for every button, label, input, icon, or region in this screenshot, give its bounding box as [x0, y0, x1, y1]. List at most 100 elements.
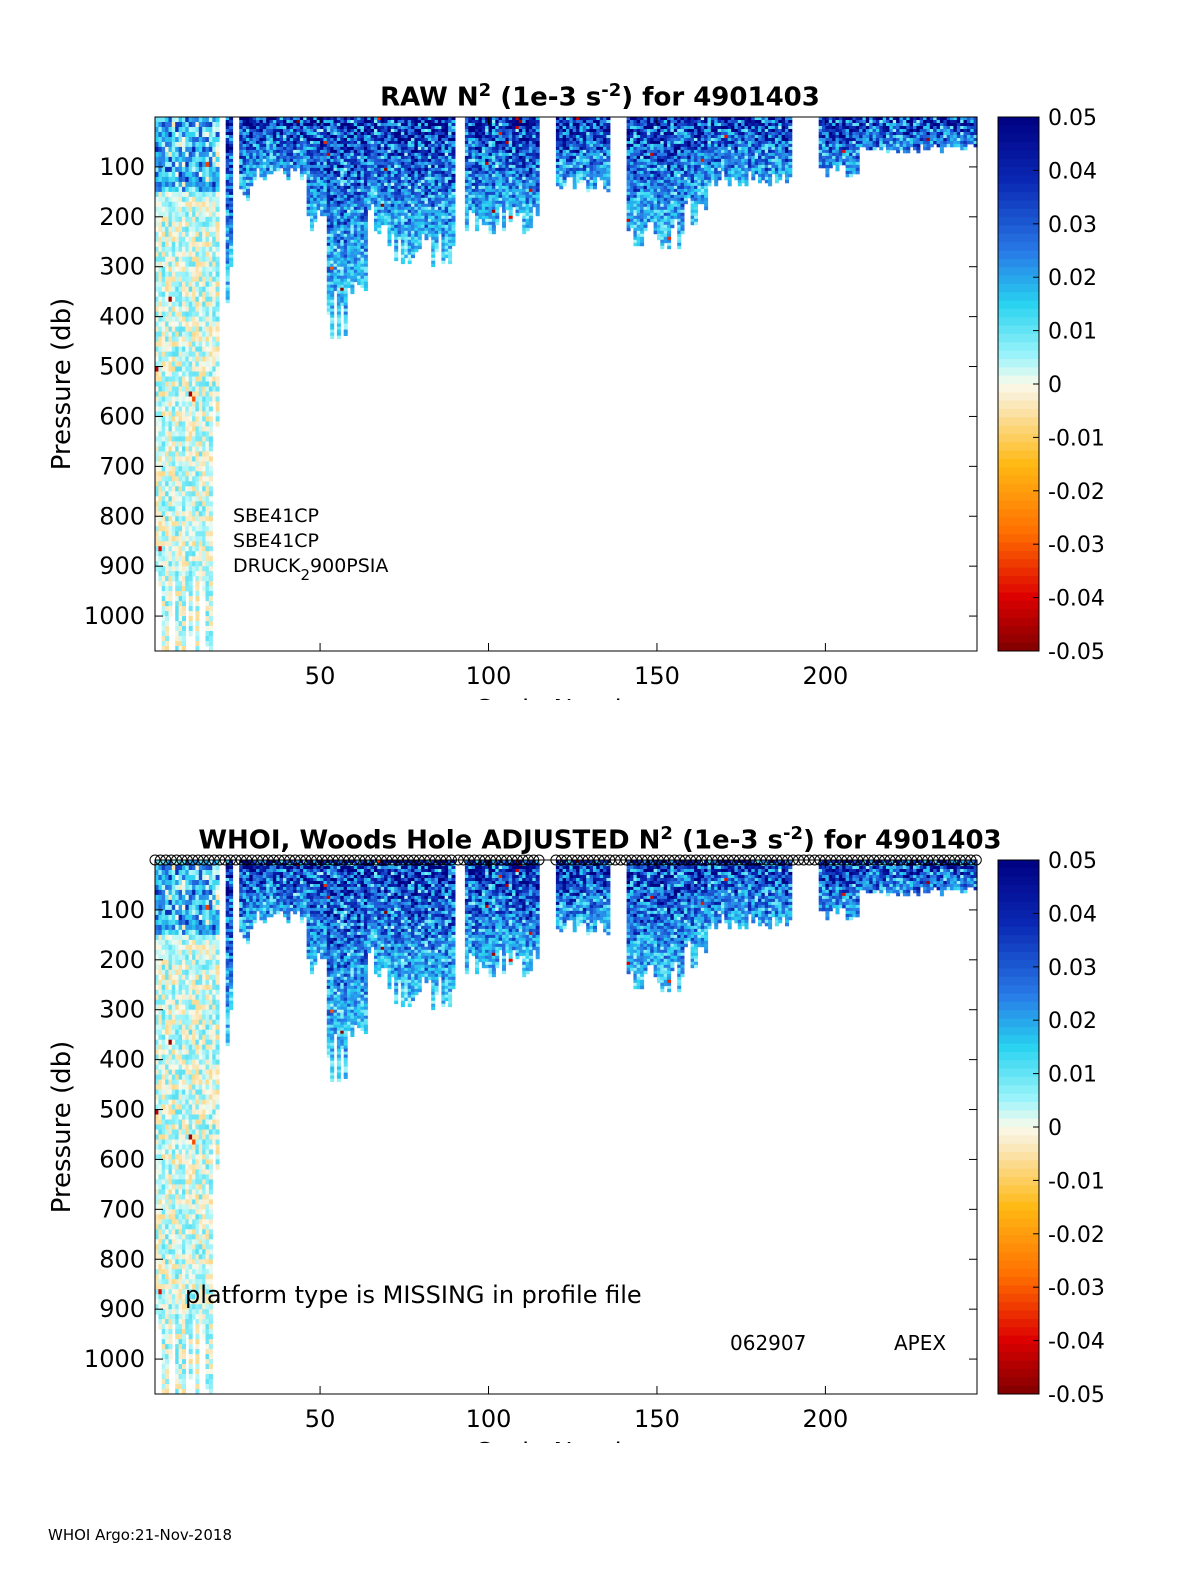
heatmap-cell [404, 135, 409, 139]
heatmap-cell [313, 179, 318, 184]
heatmap-cell [242, 129, 247, 133]
heatmap-cell [347, 194, 351, 199]
heatmap-cell [195, 286, 200, 293]
heatmap-cell [175, 137, 180, 143]
heatmap-cell [404, 203, 409, 208]
heatmap-cell [360, 132, 365, 136]
heatmap-cell [350, 191, 355, 196]
heatmap-cell [390, 188, 395, 193]
heatmap-cell [299, 138, 304, 142]
heatmap-cell [225, 299, 230, 304]
heatmap-cell [360, 263, 365, 268]
heatmap-cell [360, 200, 365, 205]
heatmap-cell [404, 230, 409, 235]
heatmap-cell [316, 179, 321, 184]
heatmap-cell [276, 164, 281, 169]
heatmap-cell [340, 263, 345, 268]
heatmap-cell [188, 251, 193, 258]
heatmap-cell [330, 287, 335, 292]
heatmap-cell [316, 152, 321, 157]
heatmap-cell [168, 331, 173, 337]
heatmap-cell [208, 396, 213, 402]
heatmap-cell [491, 182, 496, 187]
heatmap-cell [182, 621, 186, 627]
heatmap-cell [367, 194, 372, 199]
heatmap-cell [377, 161, 382, 166]
heatmap-cell [269, 123, 274, 127]
heatmap-cell [155, 166, 159, 173]
heatmap-cell [195, 316, 200, 322]
heatmap-cell [518, 146, 523, 151]
heatmap-cell [161, 551, 166, 557]
heatmap-cell [434, 215, 439, 220]
heatmap-cell [468, 152, 473, 157]
heatmap-cell [198, 296, 203, 303]
heatmap-cell [441, 224, 446, 229]
heatmap-cell [239, 182, 244, 187]
heatmap-cell [185, 196, 190, 203]
heatmap-cell [175, 541, 180, 547]
heatmap-cell [215, 401, 220, 407]
heatmap-cell [357, 230, 362, 235]
heatmap-cell [414, 179, 419, 184]
heatmap-cell [296, 146, 301, 151]
heatmap-cell [350, 138, 355, 142]
heatmap-cell [498, 188, 503, 193]
heatmap-cell [357, 269, 362, 274]
heatmap-cell [340, 158, 345, 163]
heatmap-cell [182, 366, 186, 372]
heatmap-cell [485, 143, 490, 148]
heatmap-cell [161, 526, 166, 532]
heatmap-cell [205, 146, 210, 153]
heatmap-cell [215, 396, 220, 402]
heatmap-cell [188, 611, 193, 617]
heatmap-cell [475, 123, 479, 127]
heatmap-cell [441, 146, 446, 151]
heatmap-cell [195, 256, 200, 263]
heatmap-cell [397, 221, 402, 226]
heatmap-cell [481, 215, 486, 220]
heatmap-cell [195, 181, 200, 188]
heatmap-cell [448, 179, 453, 184]
heatmap-cell [185, 526, 190, 532]
heatmap-cell [336, 311, 341, 315]
heatmap-cell [195, 456, 200, 462]
heatmap-cell [198, 566, 203, 572]
heatmap-cell [185, 471, 190, 477]
heatmap-cell [188, 486, 193, 492]
heatmap-cell [353, 173, 358, 178]
heatmap-cell [202, 411, 207, 417]
heatmap-cell [404, 179, 409, 184]
heatmap-cell [438, 155, 442, 160]
heatmap-cell [468, 179, 473, 184]
heatmap-cell [491, 164, 496, 169]
heatmap-cell [434, 188, 439, 193]
heatmap-cell [404, 233, 409, 238]
heatmap-cell [182, 546, 186, 552]
heatmap-cell [168, 127, 173, 133]
heatmap-cell [495, 209, 500, 214]
heatmap-cell [333, 132, 338, 136]
heatmap-cell [286, 152, 291, 157]
heatmap-cell [380, 152, 385, 157]
heatmap-cell [188, 631, 193, 637]
heatmap-cell [192, 331, 197, 337]
heatmap-cell [451, 170, 456, 175]
heatmap-cell [363, 123, 368, 127]
heatmap-cell [283, 129, 287, 133]
heatmap-cell [491, 167, 496, 172]
heatmap-cell [411, 155, 415, 160]
heatmap-cell [367, 167, 372, 172]
heatmap-cell [239, 167, 244, 172]
heatmap-cell [205, 206, 210, 213]
heatmap-cell [175, 331, 180, 337]
heatmap-cell [266, 146, 271, 151]
heatmap-cell [478, 209, 483, 214]
heatmap-cell [414, 200, 419, 205]
heatmap-cell [208, 551, 213, 557]
heatmap-cell [505, 152, 510, 157]
heatmap-cell [178, 506, 183, 512]
heatmap-cell [414, 143, 419, 148]
heatmap-cell [165, 481, 170, 487]
heatmap-cell [508, 158, 513, 163]
